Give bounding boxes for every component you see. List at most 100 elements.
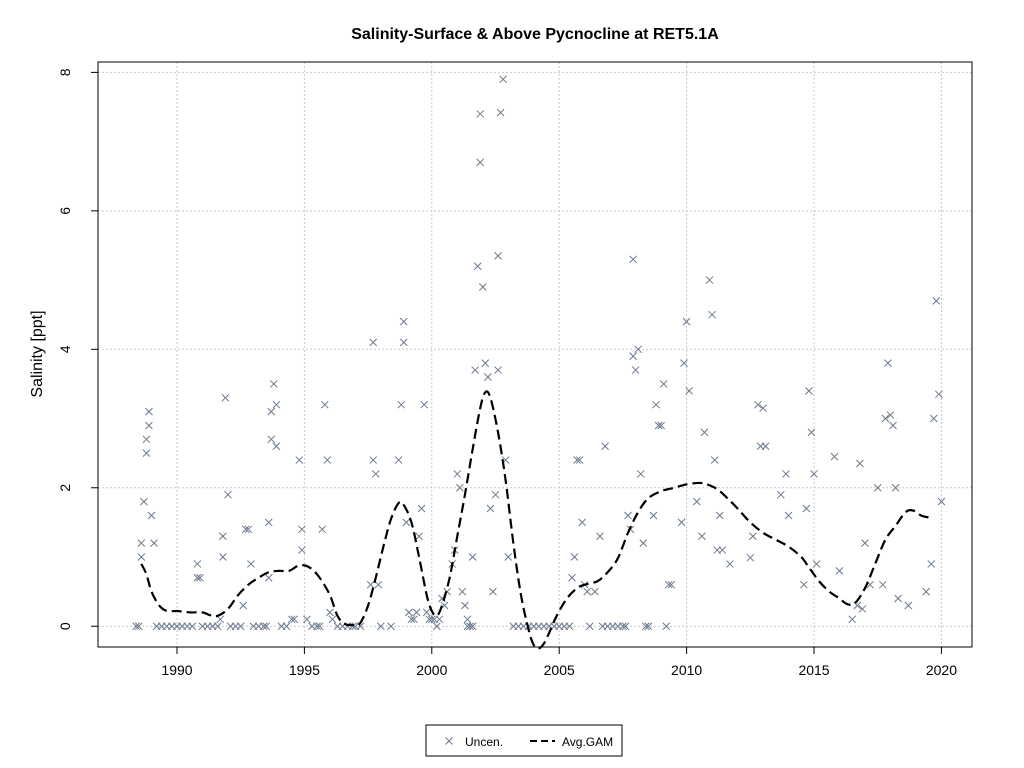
- data-point: [313, 622, 321, 631]
- data-point: [596, 532, 604, 541]
- data-point: [680, 359, 688, 368]
- data-point: [468, 622, 477, 631]
- data-point: [830, 452, 839, 461]
- data-point: [193, 560, 202, 568]
- data-point: [455, 483, 464, 492]
- x-tick-label-1990: 1990: [161, 662, 192, 678]
- data-point: [318, 525, 327, 534]
- data-point: [710, 456, 719, 464]
- data-point: [886, 411, 895, 419]
- y-tick-label-0: 0: [57, 622, 73, 630]
- data-point: [624, 511, 632, 520]
- data-point: [137, 553, 146, 561]
- data-point: [932, 296, 941, 305]
- data-point: [685, 386, 694, 395]
- data-point: [705, 276, 714, 284]
- data-point: [631, 366, 640, 374]
- data-point: [213, 622, 222, 631]
- data-point: [422, 608, 431, 617]
- data-point: [649, 511, 658, 520]
- data-point: [262, 622, 271, 631]
- data-point: [371, 470, 380, 478]
- data-point: [504, 553, 513, 561]
- data-point: [478, 283, 487, 291]
- data-point: [601, 442, 609, 451]
- y-tick-label-2: 2: [57, 484, 73, 492]
- data-point: [489, 587, 497, 596]
- data-point: [468, 553, 477, 561]
- data-point: [219, 532, 227, 541]
- data-point: [415, 532, 423, 541]
- data-point: [667, 580, 676, 589]
- data-point: [700, 428, 709, 437]
- data-point: [323, 456, 332, 464]
- data-point: [433, 622, 441, 631]
- data-point: [193, 573, 202, 582]
- data-point: [692, 497, 701, 506]
- plot-frame: [97, 61, 973, 648]
- data-point: [585, 622, 594, 631]
- data-point: [236, 622, 245, 631]
- data-point: [348, 622, 357, 631]
- data-point: [221, 393, 230, 402]
- data-point: [805, 386, 813, 395]
- data-point: [858, 605, 867, 613]
- data-point: [374, 580, 383, 589]
- data-point: [891, 483, 900, 492]
- data-point: [140, 497, 148, 506]
- data-point: [578, 518, 586, 527]
- gam-curve: [140, 390, 929, 650]
- data-point: [453, 470, 462, 478]
- x-tick-label-2000: 2000: [416, 662, 447, 678]
- data-point: [405, 608, 413, 617]
- data-point: [142, 435, 151, 444]
- data-point: [641, 622, 650, 631]
- data-point: [239, 601, 248, 610]
- data-point: [264, 518, 273, 527]
- data-point: [496, 108, 505, 117]
- data-point: [259, 622, 268, 631]
- data-point: [573, 456, 581, 464]
- data-point: [644, 622, 653, 631]
- data-point: [652, 400, 660, 409]
- data-point: [619, 622, 627, 631]
- data-point: [297, 546, 306, 554]
- x-axis: 1990 1995 2000 2005 2010 2015 2020: [161, 647, 957, 678]
- data-point: [654, 421, 663, 430]
- data-point: [287, 615, 296, 624]
- data-point: [435, 615, 444, 624]
- data-point: [591, 587, 599, 596]
- data-point: [420, 400, 429, 409]
- data-point: [754, 400, 762, 409]
- data-point: [894, 594, 902, 603]
- data-point: [565, 622, 574, 631]
- data-point: [639, 539, 648, 548]
- data-point: [746, 553, 755, 562]
- data-point: [761, 442, 770, 451]
- data-point: [682, 317, 691, 326]
- data-point: [935, 390, 943, 399]
- data-point: [698, 532, 706, 541]
- data-point: [812, 560, 821, 568]
- data-point: [715, 511, 724, 520]
- data-point: [861, 539, 869, 548]
- x-tick-label-2005: 2005: [544, 662, 575, 678]
- data-point: [634, 345, 643, 354]
- data-point: [369, 338, 378, 347]
- data-point: [583, 587, 592, 596]
- data-point: [636, 470, 645, 478]
- data-point: [224, 490, 232, 499]
- grid-lines: [98, 62, 972, 647]
- data-point: [835, 566, 844, 575]
- data-point: [494, 251, 502, 260]
- x-tick-label-2010: 2010: [671, 662, 702, 678]
- data-point: [320, 400, 329, 409]
- data-point: [759, 404, 767, 413]
- data-point: [272, 400, 281, 409]
- data-point: [784, 511, 793, 520]
- data-point: [461, 601, 469, 610]
- data-point: [575, 456, 584, 464]
- data-point: [244, 525, 253, 534]
- data-point: [568, 573, 576, 582]
